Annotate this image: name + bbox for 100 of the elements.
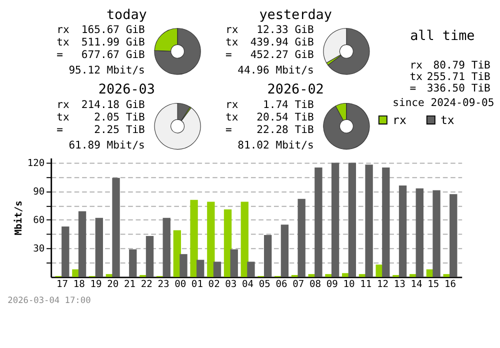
bar: [196, 260, 204, 277]
text: 12.33 GiB: [256, 24, 314, 36]
bar: [146, 236, 154, 277]
text: 81.02 Mbit/s: [238, 139, 314, 152]
text: 255.71 TiB: [426, 71, 490, 84]
chart-title: yesterday: [259, 8, 332, 23]
bar: [213, 262, 222, 277]
x-tick-label: 17: [56, 279, 68, 290]
x-tick-label: 07: [292, 279, 304, 290]
text: tx: [56, 36, 70, 49]
x-tick-label: 22: [140, 279, 152, 290]
y-tick-label: 60: [33, 215, 45, 226]
text: rx: [226, 99, 238, 112]
bar: [95, 218, 103, 277]
text: 677.67 GiB: [81, 49, 145, 62]
x-tick-label: 16: [444, 279, 456, 290]
text: 95.12 Mbit/s: [68, 64, 145, 76]
x-tick-label: 11: [360, 279, 372, 290]
donut-slice: [154, 28, 201, 75]
text: =: [410, 82, 416, 95]
bar: [432, 190, 440, 277]
y-tick-label: 120: [27, 158, 45, 170]
text: =: [226, 124, 232, 136]
text: tx: [226, 112, 238, 124]
y-tick-label: 30: [33, 244, 45, 255]
bar: [62, 226, 70, 277]
text: tx: [410, 71, 422, 84]
bar: [240, 202, 248, 277]
x-tick-label: 04: [242, 279, 254, 290]
text: rx: [226, 24, 238, 36]
x-tick-label: 08: [310, 279, 322, 290]
x-tick-label: 14: [410, 279, 422, 290]
text: rx: [56, 24, 70, 36]
bar: [398, 186, 407, 277]
y-tick-label: 90: [33, 186, 45, 198]
text: 1.74 TiB: [263, 99, 314, 112]
donut-slice: [154, 102, 201, 150]
text: 2.25 TiB: [94, 124, 145, 136]
x-tick-label: 10: [343, 279, 356, 290]
chart-title: 2026-02: [267, 82, 324, 98]
legend-label: rx: [392, 112, 406, 127]
bar: [162, 218, 170, 277]
x-tick-label: 00: [174, 279, 186, 290]
bar: [207, 202, 215, 277]
x-tick-label: 23: [158, 279, 170, 290]
bar: [247, 262, 255, 277]
bar: [78, 211, 86, 277]
bar: [230, 249, 238, 277]
bar: [298, 198, 306, 277]
text: rx: [410, 60, 422, 72]
bar: [331, 162, 340, 277]
x-tick-label: 20: [107, 279, 119, 290]
x-tick-label: 05: [258, 279, 270, 290]
x-tick-label: 03: [225, 279, 237, 290]
x-tick-label: 21: [124, 279, 136, 290]
text: 214.18 GiB: [81, 99, 145, 112]
text: 22.28 TiB: [256, 124, 314, 136]
text: 439.94 GiB: [250, 36, 314, 49]
text: all time: [410, 28, 475, 44]
x-tick-label: 15: [428, 279, 440, 290]
x-tick-label: 01: [191, 279, 204, 290]
bar: [264, 235, 272, 277]
text: 511.99 GiB: [81, 36, 145, 49]
bar: [416, 188, 424, 277]
x-tick-label: 19: [90, 279, 102, 290]
donut-slice: [323, 102, 370, 150]
text: 61.89 Mbit/s: [68, 139, 145, 152]
text: 20.54 TiB: [256, 112, 314, 124]
text: since 2024-09-05: [392, 97, 494, 110]
bar: [190, 200, 198, 277]
text: tx: [226, 36, 238, 49]
bar: [129, 249, 137, 277]
text: 44.96 Mbit/s: [238, 64, 314, 76]
text: rx: [56, 99, 70, 112]
text: tx: [56, 112, 70, 124]
bar: [112, 178, 120, 277]
y-axis-title: Mbit/s: [14, 200, 25, 236]
bar: [180, 254, 188, 277]
text: =: [226, 49, 232, 62]
text: 452.27 GiB: [250, 49, 314, 62]
x-tick-label: 09: [326, 279, 338, 290]
bar: [450, 194, 458, 277]
chart-title: today: [106, 8, 147, 23]
text: 165.67 GiB: [81, 24, 145, 36]
bar: [314, 167, 322, 277]
text: 2026-03-04 17:00: [8, 296, 91, 306]
x-tick-label: 13: [394, 279, 406, 290]
bar: [365, 164, 373, 277]
bar: [348, 162, 356, 277]
bar: [280, 224, 289, 277]
legend-label: tx: [440, 112, 454, 127]
x-tick-label: 12: [376, 279, 389, 290]
text: =: [56, 49, 63, 62]
text: 336.50 TiB: [426, 82, 490, 95]
x-tick-label: 18: [73, 279, 86, 290]
text: =: [56, 124, 63, 136]
text: 80.79 TiB: [433, 60, 490, 72]
bar: [224, 209, 232, 277]
text: 2.05 TiB: [94, 112, 145, 124]
x-tick-label: 06: [276, 279, 288, 290]
